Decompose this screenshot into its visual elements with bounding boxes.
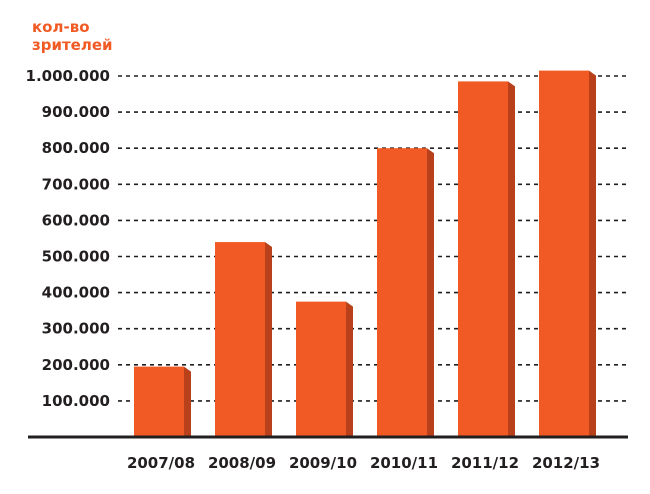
x-axis-labels: 2007/08 2008/09 2009/10 2010/11 2011/12 2012/… bbox=[127, 454, 600, 472]
bar-front-4 bbox=[458, 81, 508, 437]
bars bbox=[134, 70, 596, 438]
y-axis-ticks: 100.000 200.000 300.000 400.000 500.000 600.0… bbox=[26, 67, 110, 410]
bar-side-5 bbox=[589, 70, 596, 438]
y-tick-label-3: 400.000 bbox=[42, 284, 110, 302]
bar-side-2 bbox=[346, 301, 353, 437]
x-tick-label-3: 2010/11 bbox=[370, 454, 438, 472]
bar-side-3 bbox=[427, 148, 434, 437]
y-tick-label-1: 200.000 bbox=[42, 356, 110, 374]
x-tick-label-2: 2009/10 bbox=[289, 454, 357, 472]
bar-2 bbox=[296, 301, 353, 437]
bar-5 bbox=[539, 70, 596, 438]
bar-side-0 bbox=[184, 366, 191, 437]
bar-1 bbox=[215, 242, 272, 437]
bar-front-2 bbox=[296, 301, 346, 437]
bar-front-3 bbox=[377, 148, 427, 437]
y-axis-title-line-1: кол-во bbox=[32, 18, 90, 36]
bar-3 bbox=[377, 148, 434, 437]
y-tick-label-8: 900.000 bbox=[42, 103, 110, 121]
x-tick-label-0: 2007/08 bbox=[127, 454, 195, 472]
y-tick-label-5: 600.000 bbox=[42, 211, 110, 229]
bar-front-0 bbox=[134, 366, 184, 437]
y-axis-title-line-2: зрителей bbox=[32, 36, 113, 54]
bar-0 bbox=[134, 366, 191, 437]
bar-side-1 bbox=[265, 242, 272, 437]
bar-4 bbox=[458, 81, 515, 437]
y-tick-label-0: 100.000 bbox=[42, 392, 110, 410]
bar-front-1 bbox=[215, 242, 265, 437]
x-tick-label-1: 2008/09 bbox=[208, 454, 276, 472]
y-tick-label-6: 700.000 bbox=[42, 175, 110, 193]
y-tick-label-2: 300.000 bbox=[42, 320, 110, 338]
bar-front-5 bbox=[539, 70, 589, 438]
y-tick-label-7: 800.000 bbox=[42, 139, 110, 157]
bar-side-4 bbox=[508, 81, 515, 437]
x-tick-label-5: 2012/13 bbox=[532, 454, 600, 472]
y-axis-title: кол-во зрителей bbox=[32, 18, 113, 54]
y-tick-label-4: 500.000 bbox=[42, 248, 110, 266]
y-tick-label-9: 1.000.000 bbox=[26, 67, 110, 85]
x-tick-label-4: 2011/12 bbox=[451, 454, 519, 472]
